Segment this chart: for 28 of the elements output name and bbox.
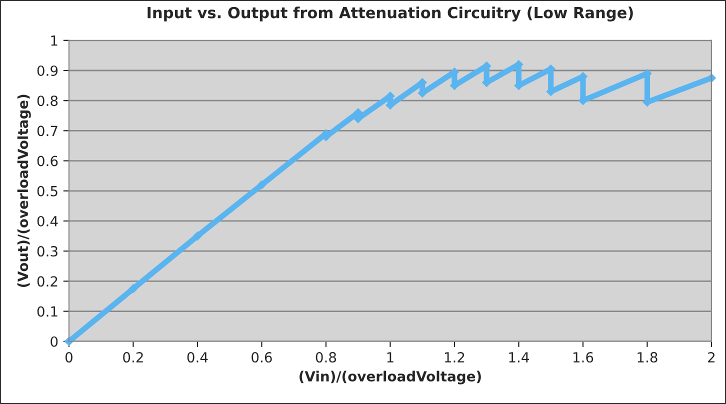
- x-tick-label: 0.2: [123, 352, 143, 363]
- x-tick-label: 0.8: [316, 352, 336, 363]
- y-tick-label: 0.1: [37, 306, 58, 317]
- x-tick-label: 1.2: [444, 352, 464, 362]
- y-tick-label: 0.6: [37, 156, 58, 166]
- x-tick-label: 1.8: [638, 352, 658, 363]
- y-tick-label: 0: [50, 336, 58, 347]
- x-tick-label: 1.6: [573, 352, 594, 363]
- y-tick-label: 0.8: [37, 96, 58, 106]
- y-axis-title: (Vout)/(overloadVoltage): [17, 94, 31, 288]
- x-tick-label: 0.6: [252, 352, 272, 363]
- y-tick-label: 0.9: [37, 65, 58, 76]
- y-tick-label: 0.5: [37, 186, 58, 196]
- x-tick-label: 1: [387, 352, 394, 362]
- y-tick-label: 1: [51, 36, 58, 46]
- point: [193, 232, 202, 240]
- x-tick-label: 0: [65, 352, 72, 363]
- x-axis-title: (Vin)/(overloadVoltage): [300, 370, 481, 384]
- y-tick-label: 0.7: [37, 126, 58, 136]
- y-tick-label: 0.2: [37, 276, 58, 287]
- point: [257, 180, 266, 190]
- y-tick-label: 0.4: [37, 216, 58, 226]
- y-tick-label: 0.3: [37, 246, 58, 257]
- point: [128, 284, 138, 294]
- chart-title: Input vs. Output from Attenuation Circuitry (Low Range): [148, 6, 633, 22]
- x-tick-label: 1.4: [509, 352, 529, 362]
- x-tick-label: 2: [708, 352, 715, 362]
- x-tick-label: 0.4: [187, 352, 208, 363]
